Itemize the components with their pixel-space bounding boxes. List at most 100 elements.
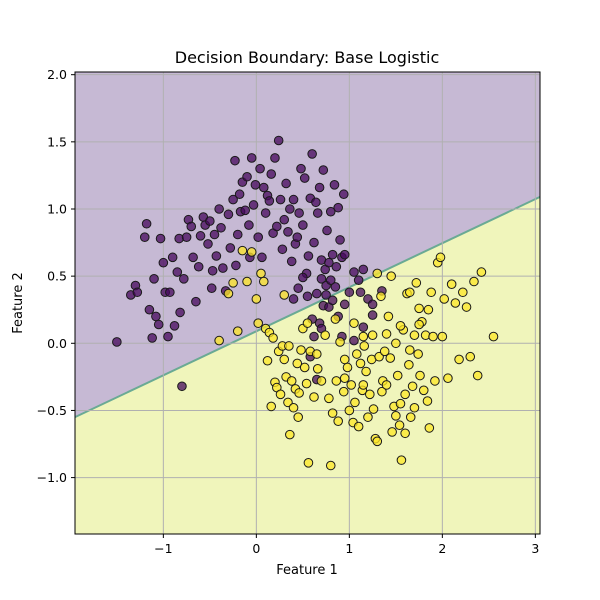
- scatter-point-class-1: [414, 319, 424, 330]
- scatter-point-class-1: [301, 378, 312, 389]
- scatter-point-class-1: [344, 405, 355, 416]
- scatter-point-class-1: [355, 358, 366, 369]
- scatter-point-class-1: [320, 330, 330, 341]
- scatter-point-class-0: [309, 331, 319, 342]
- scatter-point-class-0: [321, 290, 331, 300]
- scatter-point-class-1: [258, 276, 269, 287]
- scatter-point-class-0: [206, 283, 217, 294]
- scatter-point-class-1: [268, 333, 278, 343]
- scatter-point-class-0: [358, 322, 369, 332]
- scatter-point-class-0: [327, 249, 338, 260]
- scatter-point-class-1: [424, 423, 435, 433]
- scatter-point-class-1: [437, 331, 448, 342]
- scatter-point-class-1: [325, 460, 336, 471]
- scatter-point-class-0: [205, 216, 215, 226]
- x-tick-label: 1: [345, 541, 353, 556]
- scatter-point-class-1: [333, 416, 343, 426]
- scatter-point-class-0: [324, 257, 334, 268]
- scatter-point-class-1: [395, 321, 406, 331]
- scatter-point-class-0: [312, 208, 323, 218]
- scatter-point-class-0: [141, 218, 152, 229]
- x-axis-label: Feature 1: [276, 563, 338, 578]
- scatter-point-class-1: [246, 247, 257, 257]
- scatter-point-class-1: [312, 364, 323, 374]
- scatter-point-class-0: [318, 165, 329, 175]
- scatter-point-class-1: [443, 373, 453, 384]
- scatter-point-class-0: [234, 189, 245, 200]
- scatter-point-class-1: [253, 318, 264, 328]
- x-tick-label: 2: [438, 541, 446, 556]
- scatter-point-class-0: [155, 233, 166, 244]
- x-tick-label: −1: [154, 541, 172, 556]
- x-tick-label: 3: [531, 541, 539, 556]
- scatter-point-class-0: [112, 337, 122, 347]
- scatter-point-class-0: [244, 220, 254, 230]
- scatter-point-class-1: [405, 412, 416, 422]
- scatter-point-class-1: [405, 345, 415, 355]
- scatter-point-class-0: [333, 202, 343, 213]
- scatter-point-class-0: [228, 194, 238, 205]
- x-axis-ticks: −1 0 1 2 3: [154, 534, 539, 556]
- scatter-point-class-0: [325, 206, 336, 217]
- scatter-point-class-1: [359, 341, 370, 351]
- scatter-point-class-1: [488, 331, 499, 342]
- scatter-point-class-1: [376, 291, 386, 302]
- scatter-point-class-1: [458, 287, 468, 298]
- scatter-point-class-0: [286, 256, 297, 267]
- scatter-point-class-0: [223, 209, 234, 220]
- scatter-point-class-0: [292, 232, 303, 242]
- scatter-point-class-0: [264, 196, 275, 206]
- scatter-point-class-0: [311, 197, 321, 208]
- scatter-point-class-1: [339, 373, 350, 384]
- scatter-point-class-0: [281, 178, 291, 189]
- scatter-point-class-0: [353, 275, 364, 285]
- scatter-point-class-1: [358, 380, 369, 390]
- x-tick-label: 0: [252, 541, 260, 556]
- scatter-point-class-0: [181, 232, 192, 242]
- scatter-point-class-1: [353, 421, 364, 432]
- scatter-point-class-1: [358, 331, 369, 342]
- scatter-point-class-1: [413, 349, 423, 359]
- scatter-point-class-1: [331, 376, 342, 386]
- y-axis-ticks: −1.0 −0.5 0.0 0.5 1.0 1.5 2.0: [37, 67, 75, 485]
- scatter-point-class-1: [330, 314, 341, 324]
- scatter-point-class-0: [232, 229, 243, 240]
- scatter-point-class-0: [296, 163, 306, 174]
- scatter-point-class-1: [350, 397, 360, 408]
- scatter-point-class-0: [275, 194, 286, 205]
- scatter-point-class-1: [418, 385, 429, 396]
- scatter-point-class-0: [144, 304, 155, 315]
- scatter-point-class-0: [255, 163, 265, 174]
- y-tick-label: 1.5: [47, 134, 67, 149]
- scatter-point-class-0: [250, 180, 261, 190]
- scatter-point-class-0: [298, 220, 308, 230]
- scatter-point-class-0: [277, 244, 288, 255]
- scatter-point-class-0: [294, 208, 304, 218]
- scatter-point-class-1: [469, 276, 479, 287]
- scatter-point-class-0: [358, 264, 369, 275]
- scatter-point-class-0: [216, 222, 226, 233]
- scatter-point-class-1: [266, 401, 277, 412]
- scatter-point-class-1: [292, 358, 303, 369]
- scatter-point-class-1: [349, 318, 359, 328]
- scatter-point-class-1: [379, 346, 390, 357]
- scatter-point-class-0: [175, 307, 185, 318]
- scatter-point-class-1: [400, 428, 410, 439]
- scatter-point-class-1: [377, 386, 387, 397]
- scatter-point-class-0: [302, 291, 313, 302]
- scatter-point-class-0: [218, 263, 228, 273]
- scatter-point-class-0: [322, 225, 332, 236]
- scatter-point-class-1: [411, 278, 422, 288]
- scatter-point-class-0: [272, 221, 282, 232]
- scatter-point-class-0: [195, 231, 206, 241]
- scatter-point-class-1: [367, 330, 378, 341]
- y-axis-label: Feature 2: [11, 272, 26, 334]
- scatter-point-class-0: [339, 249, 350, 260]
- scatter-point-class-0: [266, 169, 277, 179]
- scatter-point-class-1: [461, 302, 472, 312]
- scatter-point-class-1: [327, 408, 338, 418]
- scatter-point-class-1: [302, 318, 313, 328]
- scatter-point-class-1: [361, 366, 371, 377]
- scatter-point-class-1: [275, 389, 286, 400]
- scatter-point-class-0: [132, 287, 143, 298]
